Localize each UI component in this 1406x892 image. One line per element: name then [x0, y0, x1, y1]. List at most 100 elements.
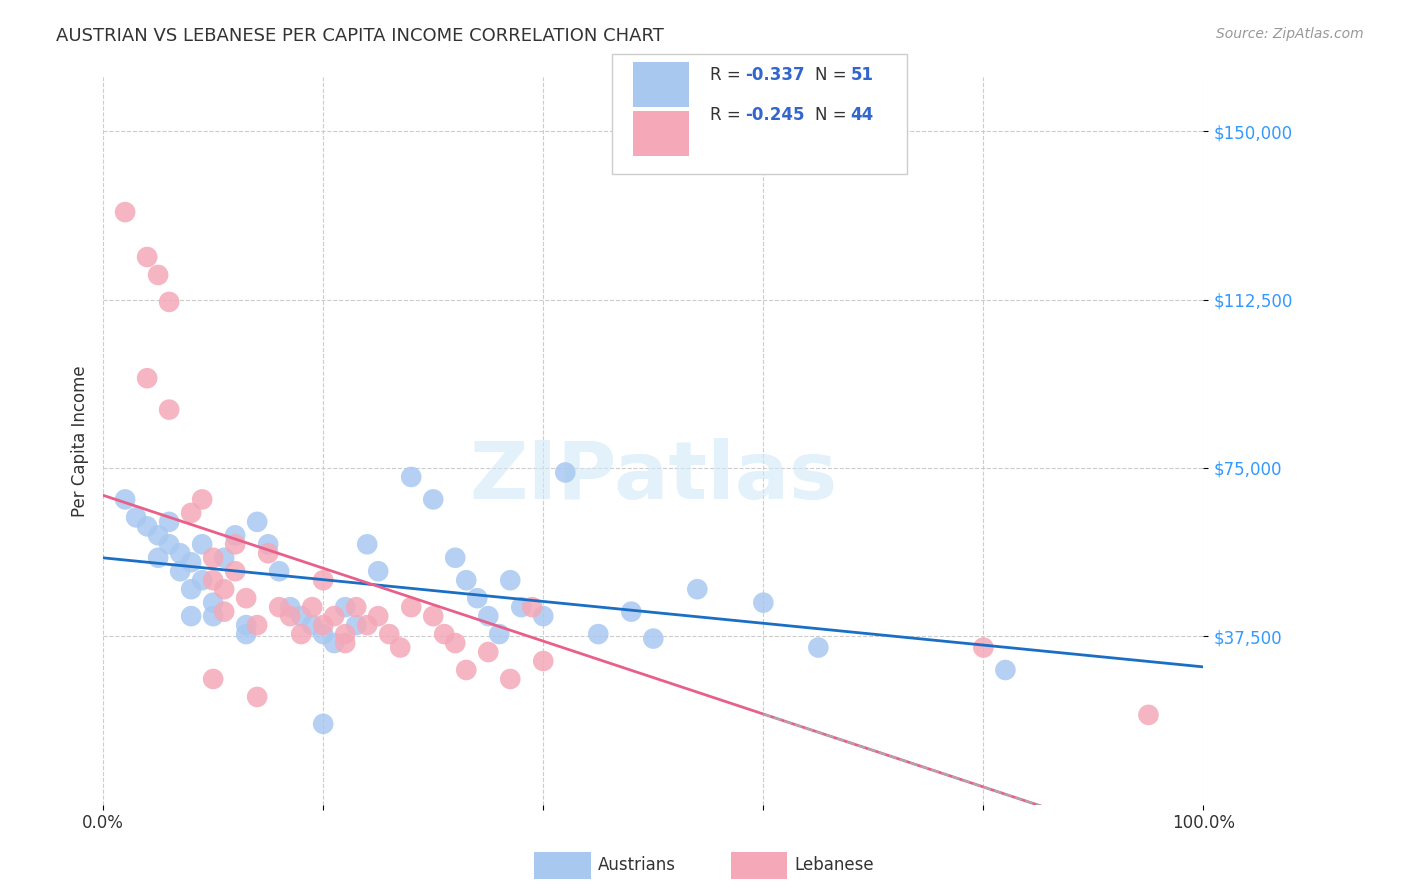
Point	[169, 564, 191, 578]
Text: N =: N =	[815, 66, 852, 84]
Point	[202, 550, 225, 565]
Point	[180, 555, 202, 569]
Point	[531, 609, 554, 624]
Text: N =: N =	[815, 106, 852, 124]
Point	[620, 605, 643, 619]
Point	[257, 546, 280, 560]
Text: -0.337: -0.337	[745, 66, 804, 84]
Point	[312, 618, 335, 632]
Point	[344, 600, 367, 615]
Point	[157, 402, 180, 417]
Point	[994, 663, 1017, 677]
Point	[169, 546, 191, 560]
Point	[202, 609, 225, 624]
Point	[335, 627, 357, 641]
Point	[269, 600, 291, 615]
Point	[301, 600, 323, 615]
Point	[335, 600, 357, 615]
Point	[246, 515, 269, 529]
Point	[807, 640, 830, 655]
Point	[224, 537, 246, 551]
Point	[499, 573, 522, 587]
Point	[312, 627, 335, 641]
Text: 51: 51	[851, 66, 873, 84]
Point	[422, 492, 444, 507]
Text: R =: R =	[710, 106, 747, 124]
Point	[510, 600, 533, 615]
Point	[367, 564, 389, 578]
Text: Source: ZipAtlas.com: Source: ZipAtlas.com	[1216, 27, 1364, 41]
Point	[125, 510, 148, 524]
Text: R =: R =	[710, 66, 747, 84]
Point	[643, 632, 665, 646]
Text: 44: 44	[851, 106, 875, 124]
Point	[146, 268, 169, 282]
Point	[114, 492, 136, 507]
Point	[278, 600, 301, 615]
Text: Lebanese: Lebanese	[794, 856, 875, 874]
Point	[202, 596, 225, 610]
Point	[212, 582, 235, 597]
Point	[499, 672, 522, 686]
Point	[146, 550, 169, 565]
Point	[301, 618, 323, 632]
Point	[278, 609, 301, 624]
Point	[456, 663, 478, 677]
Point	[157, 294, 180, 309]
Point	[136, 371, 159, 385]
Point	[356, 537, 378, 551]
Point	[180, 506, 202, 520]
Point	[344, 618, 367, 632]
Point	[554, 466, 576, 480]
Point	[531, 654, 554, 668]
Point	[477, 645, 499, 659]
Point	[180, 609, 202, 624]
Point	[356, 618, 378, 632]
Point	[312, 717, 335, 731]
Point	[399, 470, 422, 484]
Point	[191, 492, 214, 507]
Point	[212, 550, 235, 565]
Point	[136, 250, 159, 264]
Point	[146, 528, 169, 542]
Point	[465, 591, 488, 606]
Point	[399, 600, 422, 615]
Point	[752, 596, 775, 610]
Point	[224, 564, 246, 578]
Point	[1137, 707, 1160, 722]
Point	[202, 672, 225, 686]
Point	[136, 519, 159, 533]
Point	[180, 582, 202, 597]
Point	[477, 609, 499, 624]
Point	[290, 627, 312, 641]
Point	[444, 636, 467, 650]
Point	[335, 636, 357, 650]
Point	[522, 600, 544, 615]
Text: Austrians: Austrians	[598, 856, 675, 874]
Point	[269, 564, 291, 578]
Point	[323, 636, 346, 650]
Point	[312, 573, 335, 587]
Point	[433, 627, 456, 641]
Text: ZIPatlas: ZIPatlas	[470, 439, 838, 516]
Text: AUSTRIAN VS LEBANESE PER CAPITA INCOME CORRELATION CHART: AUSTRIAN VS LEBANESE PER CAPITA INCOME C…	[56, 27, 664, 45]
Point	[224, 528, 246, 542]
Point	[378, 627, 401, 641]
Point	[389, 640, 412, 655]
Point	[191, 573, 214, 587]
Point	[246, 690, 269, 704]
Point	[290, 609, 312, 624]
Point	[972, 640, 994, 655]
Point	[422, 609, 444, 624]
Point	[686, 582, 709, 597]
Point	[202, 573, 225, 587]
Point	[456, 573, 478, 587]
Point	[157, 515, 180, 529]
Point	[246, 618, 269, 632]
Text: -0.245: -0.245	[745, 106, 804, 124]
Point	[323, 609, 346, 624]
Point	[212, 605, 235, 619]
Y-axis label: Per Capita Income: Per Capita Income	[72, 365, 89, 516]
Point	[157, 537, 180, 551]
Point	[235, 591, 257, 606]
